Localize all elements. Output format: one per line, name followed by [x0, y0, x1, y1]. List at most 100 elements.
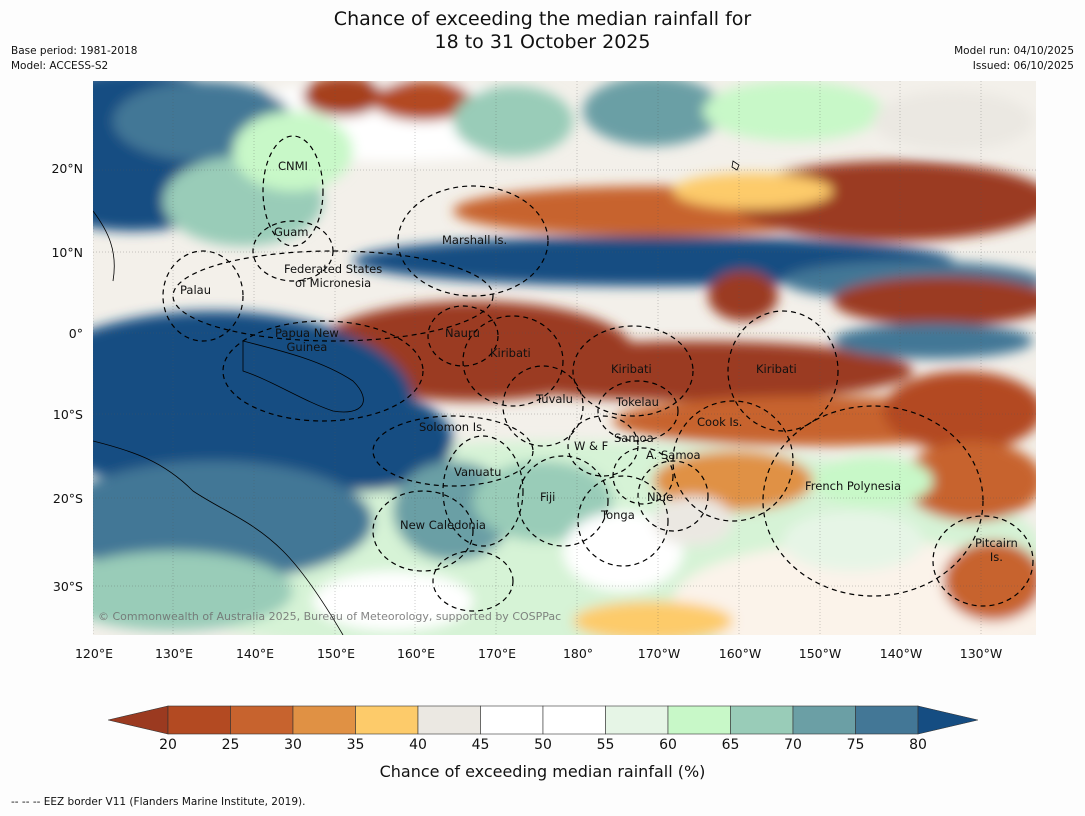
region-label-american-samoa: A. Samoa — [646, 448, 701, 462]
colorbar-swatch — [792, 705, 856, 735]
lon-label-140e: 140°E — [235, 646, 274, 661]
colorbar-tick-label: 45 — [471, 737, 490, 753]
coastlines — [93, 160, 740, 635]
colorbar-swatch — [417, 705, 481, 735]
model-run: Model run: 04/10/2025 — [954, 45, 1074, 57]
eez-solomon — [372, 415, 534, 487]
lat-label-30s: 30°S — [52, 579, 83, 594]
colorbar-swatch — [292, 705, 356, 735]
eez-palau — [162, 250, 244, 342]
colorbar-swatch — [730, 705, 794, 735]
lon-label-140w: 140°W — [879, 646, 923, 661]
colorbar-swatch — [167, 705, 231, 735]
colorbar-tick-label: 80 — [909, 737, 927, 753]
colorbar-tick-label: 50 — [534, 737, 552, 753]
lon-label-180: 180° — [562, 646, 594, 661]
region-label-vanuatu: Vanuatu — [454, 465, 502, 479]
region-label-french-polynesia: French Polynesia — [805, 479, 902, 493]
region-label-tonga: Tonga — [601, 508, 635, 522]
region-label-fiji: Fiji — [540, 490, 556, 504]
colorbar-swatch — [355, 705, 419, 735]
eez-nauru — [427, 305, 499, 367]
lon-label-160e: 160°E — [396, 646, 435, 661]
eez-png — [222, 320, 424, 422]
eez-vanuatu — [442, 435, 524, 547]
rainfall-fields — [93, 81, 1036, 635]
meta-left: Base period: 1981-2018 Model: ACCESS-S2 — [11, 44, 137, 74]
meta-right: Model run: 04/10/2025 Issued: 06/10/2025 — [954, 44, 1074, 74]
rainfall-map[interactable] — [93, 81, 1036, 635]
eez-french-polynesia — [762, 405, 984, 597]
lon-label-130w: 130°W — [959, 646, 1003, 661]
lat-label-20n: 20°N — [51, 161, 83, 176]
colorbar-swatch — [605, 705, 669, 735]
eez-tonga — [577, 475, 669, 567]
region-label-niue: Niue — [647, 490, 674, 504]
region-label-tokelau: Tokelau — [616, 395, 659, 409]
colorbar-swatch — [667, 705, 731, 735]
region-label-cnmi: CNMI — [278, 159, 308, 173]
philippines-coast — [93, 210, 115, 282]
eez-new-caledonia — [372, 490, 474, 572]
eez-fsm — [172, 250, 494, 342]
colorbar-svg — [107, 705, 979, 735]
australia-coast — [93, 440, 344, 635]
lat-label-20s: 20°S — [52, 491, 83, 506]
eez-kiribati-c — [572, 325, 694, 417]
lon-label-160w: 160°W — [718, 646, 762, 661]
issued-date: Issued: 06/10/2025 — [972, 60, 1074, 72]
colorbar — [107, 705, 979, 735]
lon-label-170e: 170°E — [477, 646, 516, 661]
title-line-1: Chance of exceeding the median rainfall … — [333, 8, 752, 30]
lon-label-150w: 150°W — [798, 646, 842, 661]
colorbar-swatch — [542, 705, 606, 735]
lon-label-150e: 150°E — [316, 646, 355, 661]
region-label-guam: Guam — [274, 225, 309, 239]
colorbar-tick-label: 35 — [346, 737, 365, 753]
colorbar-tick-label: 25 — [221, 737, 240, 753]
region-label-png: Papua New Guinea — [275, 326, 339, 354]
map-canvas — [93, 81, 1036, 635]
lat-label-10n: 10°N — [51, 245, 83, 260]
map-title: Chance of exceeding the median rainfall … — [0, 8, 1085, 54]
lat-label-eq: 0° — [68, 326, 83, 341]
colorbar-tick-label: 75 — [846, 737, 865, 753]
lon-label-120e: 120°E — [74, 646, 113, 661]
region-label-kiribati-e: Kiribati — [756, 362, 797, 376]
graticule — [93, 81, 1036, 635]
eez-borders — [162, 135, 1034, 612]
hawaii-coast — [731, 160, 740, 171]
region-label-nauru: Nauru — [445, 326, 480, 340]
eez-marshall — [397, 185, 549, 297]
eez-fiji — [517, 455, 609, 547]
lon-label-130e: 130°E — [154, 646, 193, 661]
new-guinea-coast — [242, 340, 364, 413]
base-period: Base period: 1981-2018 — [11, 45, 138, 57]
colorbar-tick-label: 40 — [409, 737, 427, 753]
eez-pitcairn — [932, 515, 1034, 607]
region-label-new-caledonia: New Caledonia — [400, 518, 486, 532]
region-label-solomon: Solomon Is. — [419, 420, 486, 434]
lon-label-170w: 170°W — [637, 646, 681, 661]
colorbar-swatch — [855, 705, 919, 735]
region-label-pitcairn: Pitcairn Is. — [975, 536, 1018, 564]
colorbar-tick-label: 60 — [659, 737, 677, 753]
eez-kiribati-e — [727, 310, 839, 432]
eez-wf — [567, 415, 639, 477]
copyright-notice: © Commonwealth of Australia 2025, Bureau… — [98, 610, 562, 623]
eez-samoa — [612, 447, 674, 505]
region-label-palau: Palau — [180, 283, 211, 297]
region-label-samoa: Samoa — [614, 431, 654, 445]
eez-tuvalu — [502, 365, 584, 447]
eez-kiribati-w — [462, 315, 564, 407]
colorbar-extend-low — [107, 705, 169, 735]
region-label-kiribati-w: Kiribati — [490, 346, 531, 360]
region-label-kiribati-c: Kiribati — [611, 362, 652, 376]
colorbar-swatch — [230, 705, 294, 735]
region-label-cook: Cook Is. — [697, 415, 743, 429]
colorbar-extend-high — [917, 705, 979, 735]
eez-guam — [252, 220, 334, 282]
model-name: Model: ACCESS-S2 — [11, 60, 109, 72]
colorbar-tick-label: 65 — [721, 737, 740, 753]
colorbar-tick-label: 70 — [784, 737, 802, 753]
